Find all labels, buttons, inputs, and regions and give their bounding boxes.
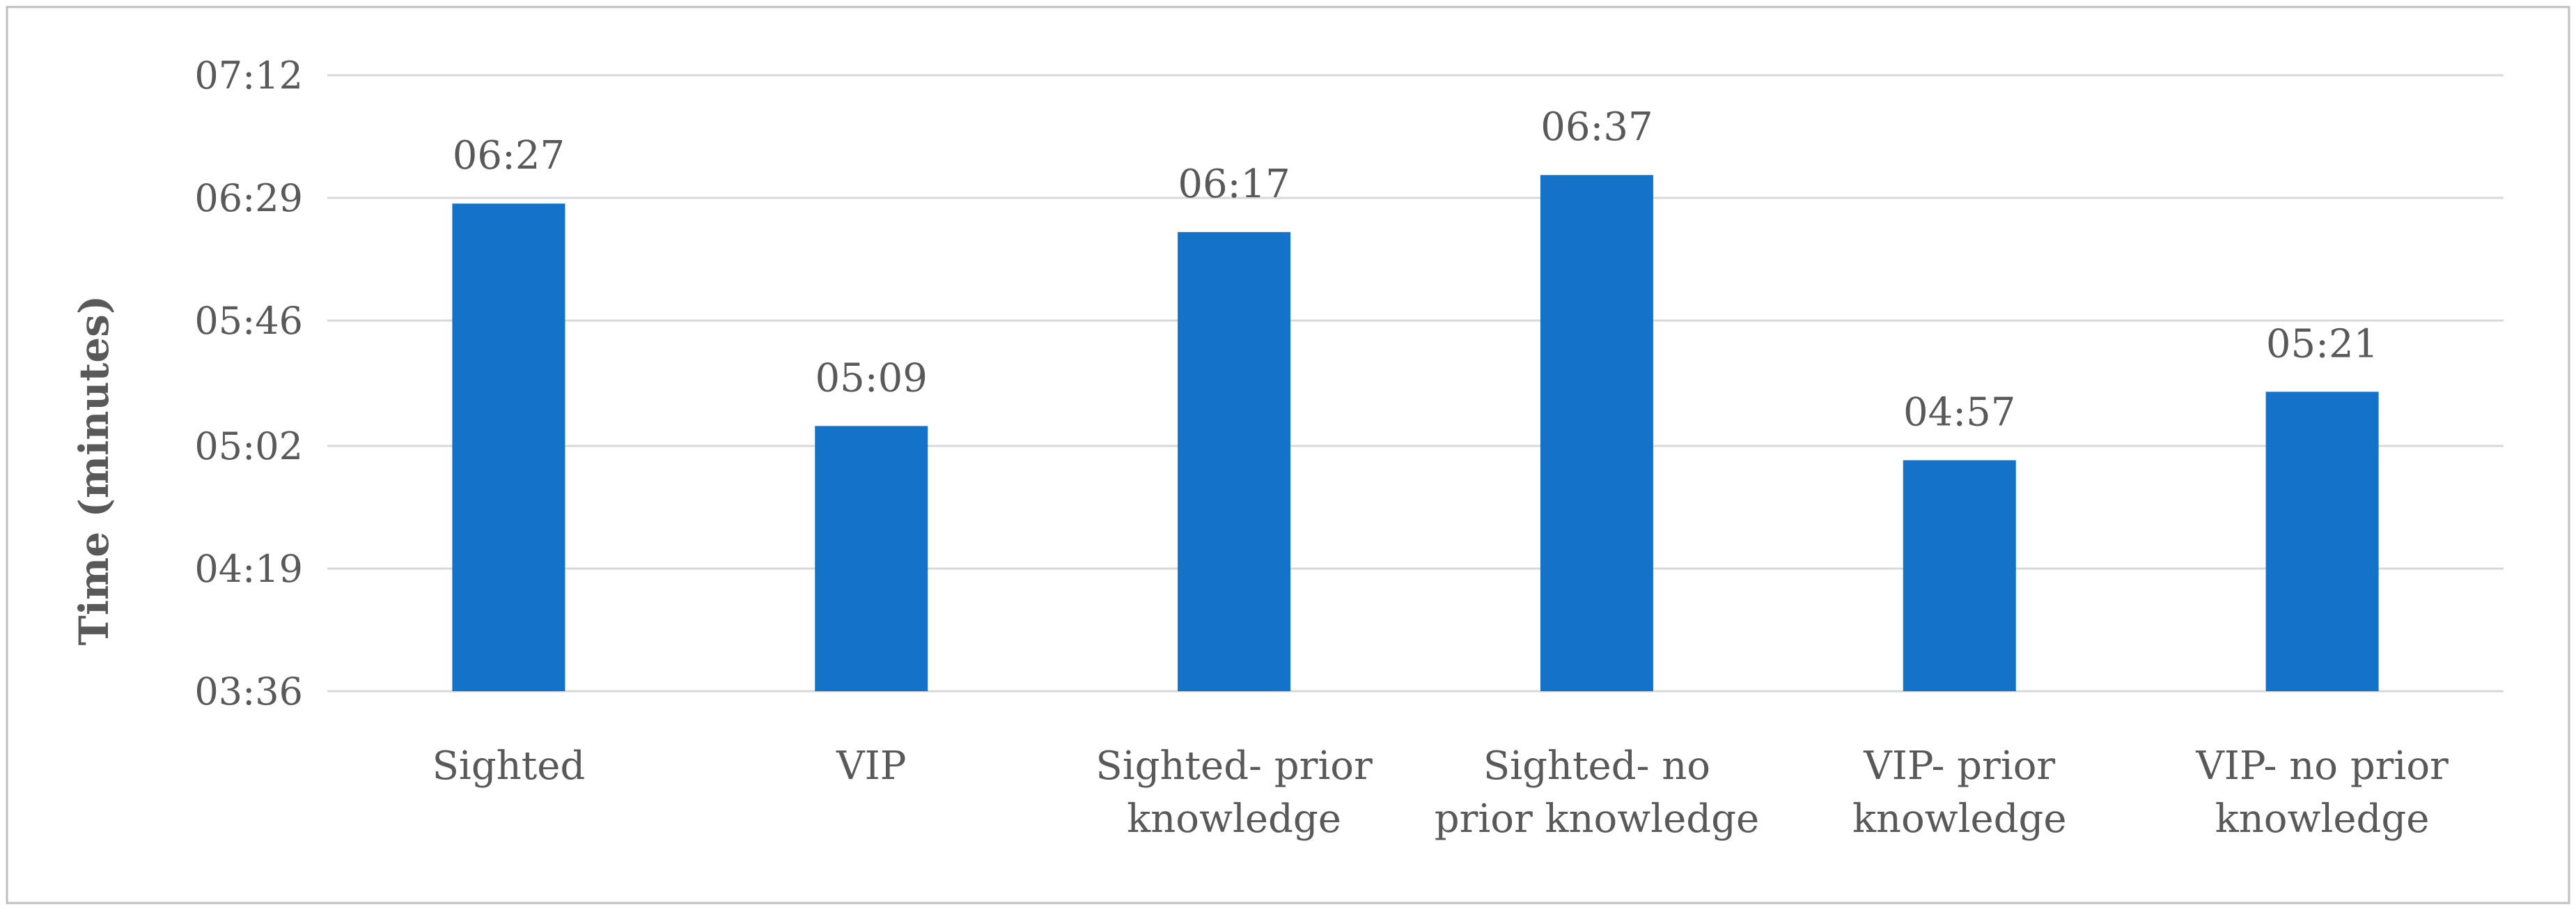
gridlines	[327, 74, 2504, 693]
y-tick-label: 04:19	[194, 547, 303, 591]
bar-value-label: 05:21	[2266, 321, 2378, 367]
x-category-label-line: Sighted- no	[1483, 743, 1710, 789]
x-category-label: Sighted- prior knowledge	[1095, 743, 1373, 842]
bars	[452, 175, 2379, 692]
y-axis-title: Time (minutes)	[70, 295, 118, 646]
x-category-label: VIP	[836, 743, 906, 789]
bar	[2265, 392, 2379, 691]
bar-value-label: 04:57	[1903, 390, 2015, 435]
x-category-label-line: Sighted- prior	[1095, 743, 1373, 789]
bar	[452, 203, 565, 692]
bar	[1178, 232, 1291, 691]
x-category-label: VIP- prior knowledge	[1852, 743, 2067, 842]
bar	[1540, 175, 1653, 692]
bar	[815, 426, 928, 691]
y-tick-label: 03:36	[194, 670, 303, 714]
y-tick-label: 06:29	[194, 176, 303, 220]
x-category-label-line: knowledge	[2215, 796, 2430, 842]
bar-value-label: 06:27	[453, 133, 565, 178]
x-category-label: VIP- no prior knowledge	[2195, 743, 2449, 842]
x-category-label: Sighted	[432, 743, 586, 789]
x-category-label-line: VIP- prior	[1863, 743, 2055, 789]
y-axis-ticks: 03:36 04:19 05:02 05:46 06:29 07:12	[194, 54, 303, 714]
y-tick-label: 07:12	[194, 54, 303, 98]
y-tick-label: 05:46	[194, 299, 303, 343]
bar	[1903, 460, 2016, 691]
bar-value-label: 06:37	[1540, 105, 1653, 150]
x-category-label-line: knowledge	[1852, 796, 2067, 842]
x-category-label-line: knowledge	[1127, 796, 1341, 842]
y-tick-label: 05:02	[194, 424, 303, 468]
bar-value-label: 06:17	[1178, 162, 1290, 207]
x-category-label: Sighted- no prior knowledge	[1435, 743, 1759, 842]
value-labels: 06:27 05:09 06:17 06:37 04:57 05:21	[453, 105, 2379, 435]
x-category-label-line: VIP- no prior	[2195, 743, 2449, 789]
x-category-label-line: VIP	[836, 743, 906, 789]
chart-frame	[6, 6, 2570, 904]
x-category-label-line: prior knowledge	[1435, 796, 1759, 842]
bar-value-label: 05:09	[815, 355, 928, 401]
x-category-label-line: Sighted	[432, 743, 586, 789]
x-axis-categories: Sighted VIP Sighted- prior knowledgeSighted…	[432, 743, 2449, 842]
